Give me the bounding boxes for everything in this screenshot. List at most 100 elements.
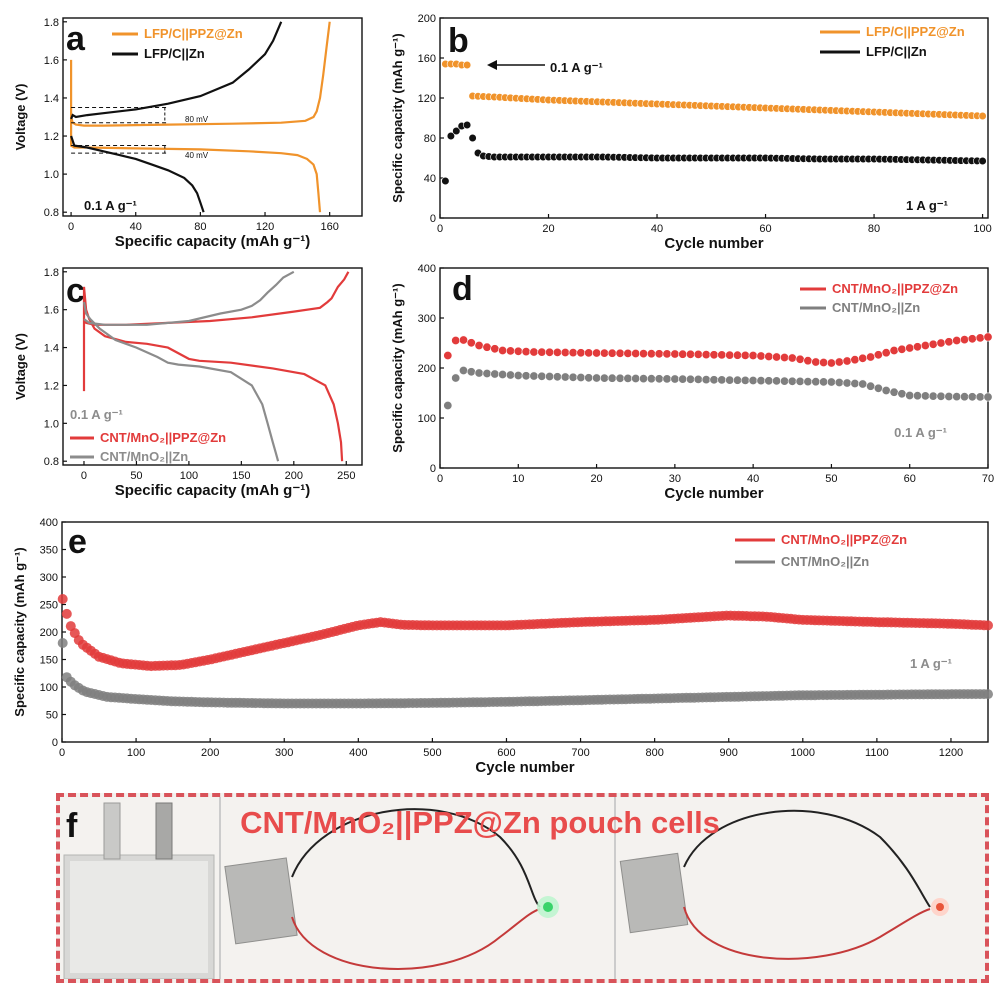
data-point bbox=[482, 368, 492, 378]
data-point bbox=[811, 377, 821, 387]
data-point bbox=[61, 608, 72, 619]
data-point bbox=[826, 377, 836, 387]
data-point bbox=[463, 60, 472, 70]
rate-label: 0.1 A g⁻¹ bbox=[894, 425, 947, 440]
data-point bbox=[779, 376, 789, 386]
data-point bbox=[732, 350, 742, 360]
data-point bbox=[897, 389, 907, 399]
x-tick-label: 160 bbox=[320, 221, 338, 233]
x-tick-label: 0 bbox=[59, 747, 65, 759]
data-point bbox=[772, 376, 782, 386]
data-point bbox=[928, 391, 938, 401]
chart-panel-a: 0 40 80 120 160 0.8 1.0 1.2 1.4 1.6 1.8 Specific ca… bbox=[13, 17, 363, 250]
data-point bbox=[482, 342, 492, 352]
data-point bbox=[646, 349, 656, 359]
x-tick-label: 1200 bbox=[939, 747, 963, 759]
x-tick-label: 20 bbox=[590, 473, 602, 485]
data-point bbox=[443, 400, 453, 410]
data-point bbox=[693, 349, 703, 359]
y-tick-label: 250 bbox=[40, 600, 58, 612]
y-axis-label: Voltage (V) bbox=[13, 333, 28, 400]
pouch-cell-image bbox=[63, 802, 215, 979]
data-point bbox=[685, 349, 695, 359]
y-tick-label: 1.8 bbox=[44, 17, 59, 29]
data-point bbox=[615, 373, 625, 383]
data-point bbox=[466, 338, 476, 348]
data-point bbox=[920, 391, 930, 401]
x-tick-label: 1100 bbox=[865, 747, 889, 759]
data-point bbox=[983, 392, 993, 402]
data-point bbox=[452, 126, 461, 136]
x-axis-label: Cycle number bbox=[664, 485, 763, 502]
data-point bbox=[803, 356, 813, 366]
y-tick-label: 1.6 bbox=[44, 55, 59, 67]
x-tick-label: 10 bbox=[512, 473, 524, 485]
data-point bbox=[513, 370, 523, 380]
data-point bbox=[795, 354, 805, 364]
series-line bbox=[70, 21, 331, 127]
y-tick-label: 1.2 bbox=[44, 131, 59, 143]
data-point bbox=[545, 371, 555, 381]
legend-label: CNT/MnO₂||PPZ@Zn bbox=[100, 430, 226, 445]
data-point bbox=[787, 353, 797, 363]
data-point bbox=[670, 374, 680, 384]
series-line bbox=[70, 21, 283, 120]
data-point bbox=[678, 374, 688, 384]
data-point bbox=[717, 350, 727, 360]
y-tick-label: 300 bbox=[40, 572, 58, 584]
data-point bbox=[858, 379, 868, 389]
data-point bbox=[866, 352, 876, 362]
y-tick-label: 200 bbox=[418, 13, 436, 25]
y-tick-label: 1.6 bbox=[44, 305, 59, 317]
data-point bbox=[772, 352, 782, 362]
data-point bbox=[466, 367, 476, 377]
data-point bbox=[458, 335, 468, 345]
data-point bbox=[451, 373, 461, 383]
data-point bbox=[513, 346, 523, 356]
x-tick-label: 700 bbox=[571, 747, 589, 759]
data-point bbox=[701, 375, 711, 385]
voltage-gap-annotation: 40 mV bbox=[185, 151, 209, 160]
photo-panel-f: f CNT/MnO₂||PPZ@Zn pouch cells bbox=[56, 793, 989, 983]
x-tick-label: 1000 bbox=[791, 747, 815, 759]
y-axis-label: Specific capacity (mAh g⁻¹) bbox=[390, 33, 405, 202]
data-point bbox=[905, 343, 915, 353]
series-line bbox=[83, 270, 295, 326]
data-point bbox=[631, 348, 641, 358]
x-tick-label: 100 bbox=[180, 470, 198, 482]
data-point bbox=[740, 375, 750, 385]
series-line bbox=[70, 59, 322, 213]
series-line bbox=[83, 271, 350, 326]
data-point bbox=[599, 373, 609, 383]
data-point bbox=[545, 347, 555, 357]
series-line bbox=[70, 135, 205, 213]
chart-panel-b: 0 20 40 60 80 100 0 40 80 120 160 200 Cycle number Sp… bbox=[390, 13, 992, 252]
y-tick-label: 40 bbox=[424, 173, 436, 185]
rate-label: 0.1 A g⁻¹ bbox=[84, 198, 137, 213]
panel-letter-a: a bbox=[66, 20, 86, 58]
data-point bbox=[936, 338, 946, 348]
x-tick-label: 500 bbox=[423, 747, 441, 759]
x-tick-label: 0 bbox=[81, 470, 87, 482]
data-point bbox=[983, 620, 993, 631]
data-point bbox=[787, 376, 797, 386]
data-point bbox=[592, 373, 602, 383]
pouch-cell-led-green-image bbox=[224, 808, 559, 970]
data-point bbox=[521, 347, 531, 357]
data-point bbox=[978, 156, 987, 166]
data-point bbox=[599, 348, 609, 358]
data-point bbox=[967, 392, 977, 402]
y-tick-label: 100 bbox=[418, 413, 436, 425]
x-tick-label: 60 bbox=[759, 223, 771, 235]
y-tick-label: 0 bbox=[430, 213, 436, 225]
x-axis-label: Specific capacity (mAh g⁻¹) bbox=[115, 233, 310, 250]
rate-label: 1 A g⁻¹ bbox=[910, 656, 952, 671]
legend-label: LFP/C||Zn bbox=[144, 46, 205, 61]
chart-panel-d: 0 10 20 30 40 50 60 70 0 100 200 300 400 Cycle number… bbox=[390, 263, 994, 502]
x-tick-label: 50 bbox=[825, 473, 837, 485]
data-point bbox=[936, 391, 946, 401]
y-tick-label: 0 bbox=[52, 737, 58, 749]
y-tick-label: 1.4 bbox=[44, 93, 59, 105]
data-point bbox=[443, 350, 453, 360]
legend-label: LFP/C||PPZ@Zn bbox=[144, 26, 243, 41]
